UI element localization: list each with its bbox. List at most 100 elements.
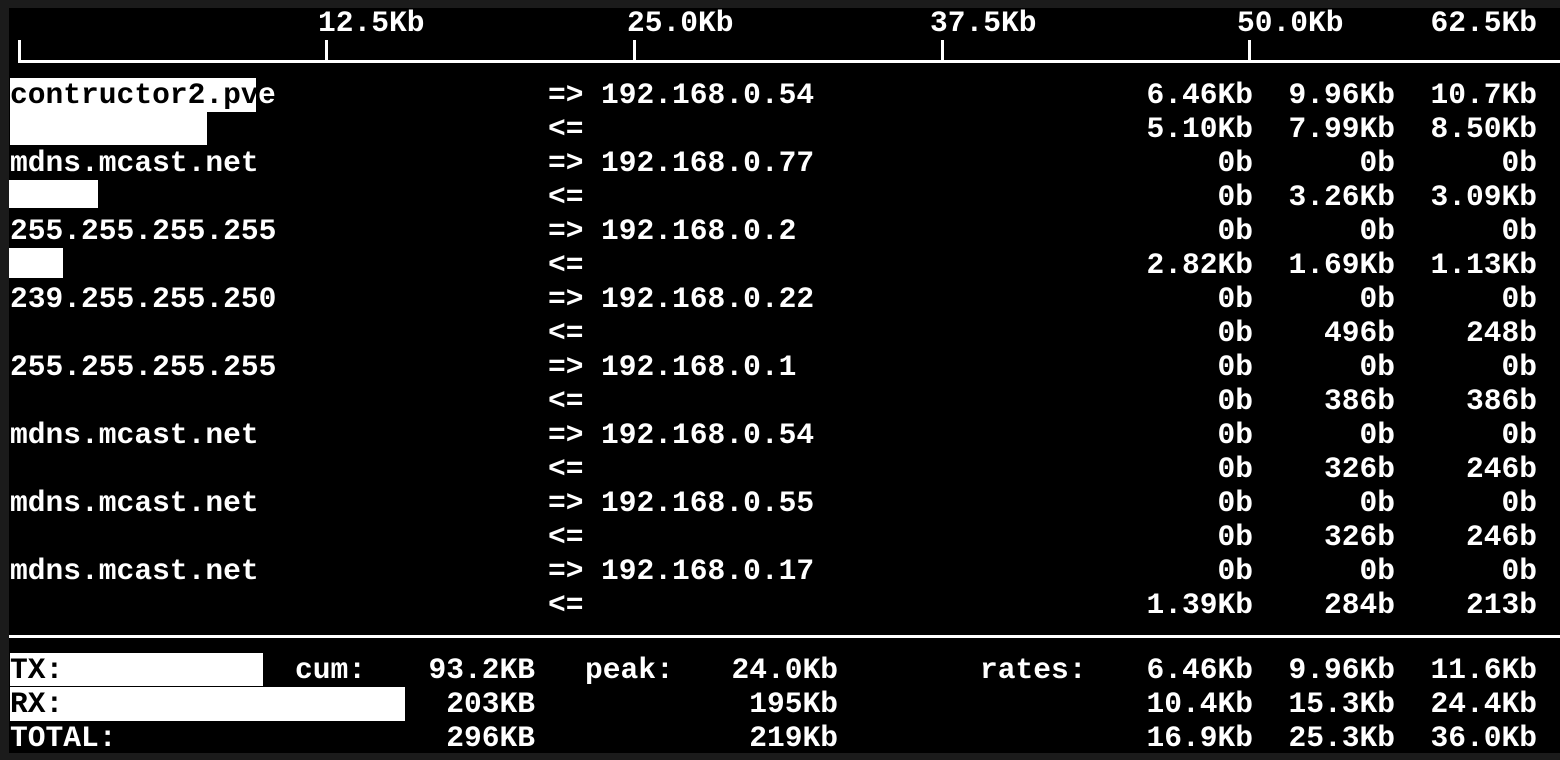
- arrow-out: =>: [548, 282, 584, 316]
- arrow-in: <=: [548, 384, 584, 418]
- footer-divider: [9, 635, 1560, 638]
- rate-2s: 0b: [1217, 282, 1253, 316]
- total-label: TOTAL:: [10, 721, 117, 755]
- arrow-in: <=: [548, 588, 584, 622]
- rate-10s: 0b: [1359, 350, 1395, 384]
- flow-row-out: 255.255.255.255 => 192.168.0.2 0b 0b 0b: [0, 214, 1560, 248]
- scale-tick: [1248, 40, 1251, 60]
- flow-row-in: <= 1.39Kb 284b 213b: [0, 588, 1560, 622]
- rate-10s: 0b: [1359, 486, 1395, 520]
- arrow-in: <=: [548, 180, 584, 214]
- rate-40s: 248b: [1465, 316, 1537, 350]
- flow-source: mdns.mcast.net: [10, 554, 259, 588]
- rate-10s: 7.99Kb: [1288, 112, 1395, 146]
- footer-row-total: TOTAL: 296KB 219Kb 16.9Kb 25.3Kb 36.0Kb: [0, 721, 1560, 755]
- flow-row-out: 239.255.255.250 => 192.168.0.22 0b 0b 0b: [0, 282, 1560, 316]
- total-rate-2s: 16.9Kb: [1146, 721, 1253, 755]
- rate-2s: 0b: [1217, 316, 1253, 350]
- flow-row-in: <= 5.10Kb 7.99Kb 8.50Kb: [0, 112, 1560, 146]
- scale-tick: [325, 40, 328, 60]
- rates-label: rates:: [980, 653, 1087, 687]
- rate-10s: 326b: [1323, 520, 1395, 554]
- scale-label: 12.5Kb: [318, 6, 425, 40]
- peak-label: peak:: [585, 653, 674, 687]
- rate-10s: 0b: [1359, 146, 1395, 180]
- flow-row-in: <= 0b 326b 246b: [0, 452, 1560, 486]
- tx-rate-2s: 6.46Kb: [1146, 653, 1253, 687]
- rate-40s: 0b: [1501, 214, 1537, 248]
- rate-2s: 0b: [1217, 350, 1253, 384]
- scale-label: 25.0Kb: [627, 6, 734, 40]
- redaction-box-tx: [10, 653, 263, 686]
- arrow-in: <=: [548, 112, 584, 146]
- arrow-in: <=: [548, 248, 584, 282]
- rate-10s: 386b: [1323, 384, 1395, 418]
- rate-10s: 0b: [1359, 554, 1395, 588]
- flow-row-in: <= 0b 386b 386b: [0, 384, 1560, 418]
- tx-rate-10s: 9.96Kb: [1288, 653, 1395, 687]
- arrow-in: <=: [548, 520, 584, 554]
- tx-cum-value: 93.2KB: [428, 653, 535, 687]
- rate-2s: 0b: [1217, 214, 1253, 248]
- total-cum-value: 296KB: [446, 721, 535, 755]
- rate-40s: 0b: [1501, 554, 1537, 588]
- scale-labels-row: 12.5Kb 25.0Kb 37.5Kb 50.0Kb 62.5Kb: [0, 6, 1560, 40]
- flow-row-out: mdns.mcast.net => 192.168.0.55 0b 0b 0b: [0, 486, 1560, 520]
- flow-destination: 192.168.0.2: [601, 214, 797, 248]
- rate-10s: 0b: [1359, 214, 1395, 248]
- tx-rate-40s: 11.6Kb: [1430, 653, 1537, 687]
- rate-10s: 0b: [1359, 418, 1395, 452]
- arrow-in: <=: [548, 452, 584, 486]
- flow-source-tail: e: [258, 78, 276, 112]
- rate-2s: 1.39Kb: [1146, 588, 1253, 622]
- rate-2s: 6.46Kb: [1146, 78, 1253, 112]
- redaction-box-host3-line2: [9, 248, 63, 278]
- flow-row-in: <= 0b 326b 246b: [0, 520, 1560, 554]
- arrow-out: =>: [548, 350, 584, 384]
- rate-10s: 496b: [1323, 316, 1395, 350]
- tx-label: TX:: [10, 653, 64, 687]
- rate-2s: 0b: [1217, 384, 1253, 418]
- rate-40s: 0b: [1501, 282, 1537, 316]
- rate-2s: 0b: [1217, 486, 1253, 520]
- flow-row-out: e => 192.168.0.54 6.46Kb 9.96Kb 10.7Kb: [0, 78, 1560, 112]
- flow-destination: 192.168.0.17: [601, 554, 815, 588]
- scale-label: 37.5Kb: [930, 6, 1037, 40]
- flow-source: mdns.mcast.net: [10, 146, 259, 180]
- total-peak-value: 219Kb: [749, 721, 838, 755]
- flow-source: 239.255.255.250: [10, 282, 277, 316]
- scale-label: 50.0Kb: [1237, 6, 1344, 40]
- total-rate-40s: 36.0Kb: [1430, 721, 1537, 755]
- rate-40s: 0b: [1501, 146, 1537, 180]
- flow-source: 255.255.255.255: [10, 214, 277, 248]
- rate-2s: 0b: [1217, 520, 1253, 554]
- rate-40s: 246b: [1465, 452, 1537, 486]
- arrow-out: =>: [548, 418, 584, 452]
- rate-2s: 0b: [1217, 146, 1253, 180]
- rate-10s: 284b: [1323, 588, 1395, 622]
- rate-10s: 9.96Kb: [1288, 78, 1395, 112]
- flow-destination: 192.168.0.54: [601, 418, 815, 452]
- rx-label: RX:: [10, 687, 64, 721]
- rate-40s: 10.7Kb: [1430, 78, 1537, 112]
- rx-rate-40s: 24.4Kb: [1430, 687, 1537, 721]
- flow-source: 255.255.255.255: [10, 350, 277, 384]
- rate-10s: 1.69Kb: [1288, 248, 1395, 282]
- total-rate-10s: 25.3Kb: [1288, 721, 1395, 755]
- flow-destination: 192.168.0.55: [601, 486, 815, 520]
- rate-40s: 386b: [1465, 384, 1537, 418]
- flow-destination: 192.168.0.54: [601, 78, 815, 112]
- flow-source: mdns.mcast.net: [10, 486, 259, 520]
- window-edge-bottom: [0, 753, 1560, 760]
- scale-tick-origin: [18, 40, 21, 60]
- flow-row-in: <= 2.82Kb 1.69Kb 1.13Kb: [0, 248, 1560, 282]
- rate-2s: 0b: [1217, 180, 1253, 214]
- flow-destination: 192.168.0.1: [601, 350, 797, 384]
- rate-40s: 246b: [1465, 520, 1537, 554]
- cum-label: cum:: [295, 653, 367, 687]
- arrow-out: =>: [548, 214, 584, 248]
- flow-row-in: <= 0b 3.26Kb 3.09Kb: [0, 180, 1560, 214]
- rate-40s: 3.09Kb: [1430, 180, 1537, 214]
- scale-tick: [941, 40, 944, 60]
- rx-rate-2s: 10.4Kb: [1146, 687, 1253, 721]
